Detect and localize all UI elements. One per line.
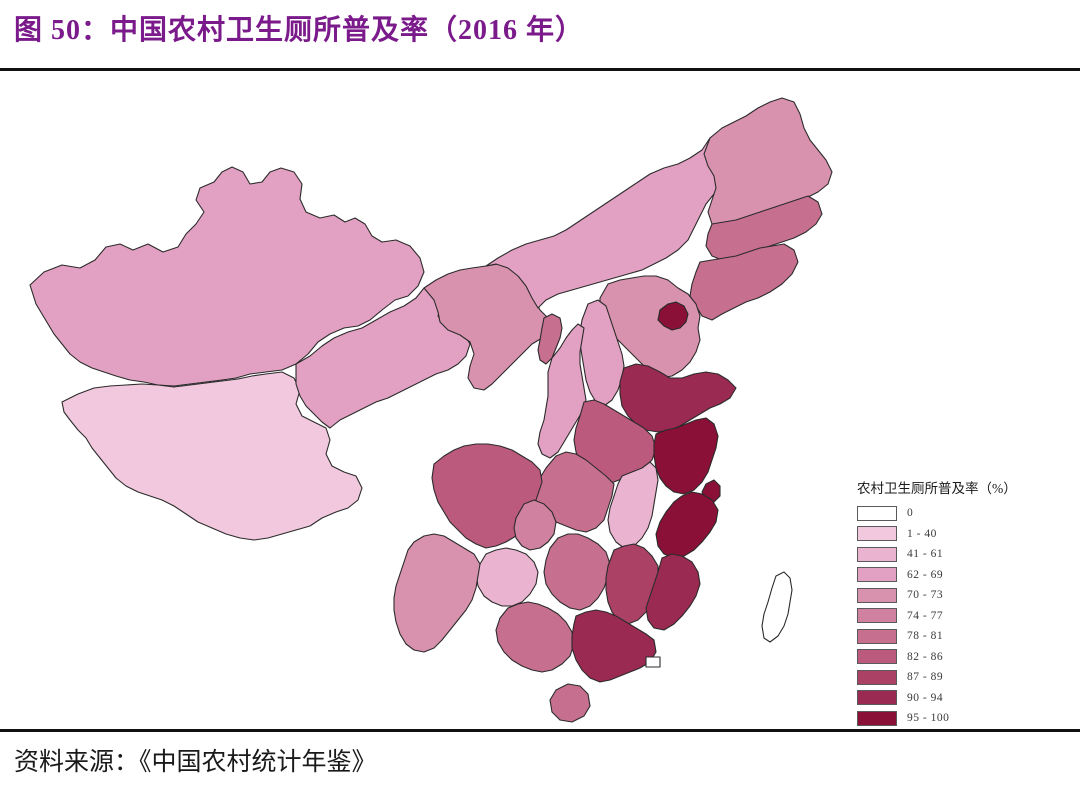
legend-swatch xyxy=(857,690,897,706)
legend-item[interactable]: 0 xyxy=(857,503,1073,524)
legend-item[interactable]: 90 - 94 xyxy=(857,688,1073,709)
legend-label: 70 - 73 xyxy=(907,589,944,602)
legend-swatch xyxy=(857,710,897,726)
legend-swatch xyxy=(857,608,897,624)
legend-label: 62 - 69 xyxy=(907,568,944,581)
legend-label: 0 xyxy=(907,507,914,520)
region-yunnan[interactable] xyxy=(393,533,481,653)
legend-label: 1 - 40 xyxy=(907,527,937,540)
legend-swatch xyxy=(857,567,897,583)
legend-label: 82 - 86 xyxy=(907,650,944,663)
legend-swatch xyxy=(857,505,897,521)
region-taiwan[interactable] xyxy=(761,571,793,643)
legend: 农村卫生厕所普及率（%） 0 1 - 40 41 - 61 62 - 69 70 - 7… xyxy=(857,477,1073,729)
region-liaoning[interactable] xyxy=(689,243,799,321)
region-jiangsu[interactable] xyxy=(653,417,719,495)
region-qinghai[interactable] xyxy=(295,287,471,429)
china-choropleth-map xyxy=(0,72,850,727)
legend-item[interactable]: 62 - 69 xyxy=(857,565,1073,586)
region-hainan[interactable] xyxy=(549,683,591,723)
legend-item[interactable]: 87 - 89 xyxy=(857,667,1073,688)
region-zhejiang[interactable] xyxy=(655,491,719,559)
region-chongqing[interactable] xyxy=(513,499,557,551)
legend-item[interactable]: 74 - 77 xyxy=(857,606,1073,627)
region-guangxi[interactable] xyxy=(495,601,575,673)
region-hongkong[interactable] xyxy=(645,656,661,668)
region-shandong[interactable] xyxy=(619,363,737,433)
legend-label: 41 - 61 xyxy=(907,548,944,561)
legend-swatch xyxy=(857,546,897,562)
legend-title: 农村卫生厕所普及率（%） xyxy=(857,481,1017,496)
legend-label: 87 - 89 xyxy=(907,671,944,684)
region-fujian[interactable] xyxy=(645,553,701,631)
region-tibet[interactable] xyxy=(61,371,363,541)
region-guizhou[interactable] xyxy=(475,547,539,607)
source-note: 资料来源：《中国农村统计年鉴》 xyxy=(14,749,377,776)
legend-swatch xyxy=(857,649,897,665)
legend-swatch xyxy=(857,526,897,542)
region-guangdong[interactable] xyxy=(571,609,657,683)
legend-item[interactable]: 1 - 40 xyxy=(857,524,1073,545)
map-svg xyxy=(29,97,833,723)
legend-swatch xyxy=(857,587,897,603)
title-divider xyxy=(0,68,1080,71)
legend-label: 74 - 77 xyxy=(907,609,944,622)
legend-item[interactable]: 78 - 81 xyxy=(857,626,1073,647)
source-divider xyxy=(0,729,1080,732)
legend-item[interactable]: 82 - 86 xyxy=(857,647,1073,668)
region-shaanxi[interactable] xyxy=(537,323,587,459)
region-xinjiang[interactable] xyxy=(29,166,425,387)
legend-label: 90 - 94 xyxy=(907,691,944,704)
legend-rows: 0 1 - 40 41 - 61 62 - 69 70 - 73 74 - 77 78 - … xyxy=(857,503,1073,729)
legend-swatch xyxy=(857,628,897,644)
legend-item[interactable]: 95 - 100 xyxy=(857,708,1073,729)
legend-label: 95 - 100 xyxy=(907,712,950,725)
region-heilongjiang[interactable] xyxy=(703,97,833,231)
region-jiangxi[interactable] xyxy=(605,543,659,625)
legend-item[interactable]: 41 - 61 xyxy=(857,544,1073,565)
page-title: 图 50：中国农村卫生厕所普及率（2016 年） xyxy=(14,15,585,46)
legend-swatch xyxy=(857,669,897,685)
region-anhui[interactable] xyxy=(607,461,659,549)
region-hunan[interactable] xyxy=(543,533,611,611)
legend-label: 78 - 81 xyxy=(907,630,944,643)
legend-item[interactable]: 70 - 73 xyxy=(857,585,1073,606)
